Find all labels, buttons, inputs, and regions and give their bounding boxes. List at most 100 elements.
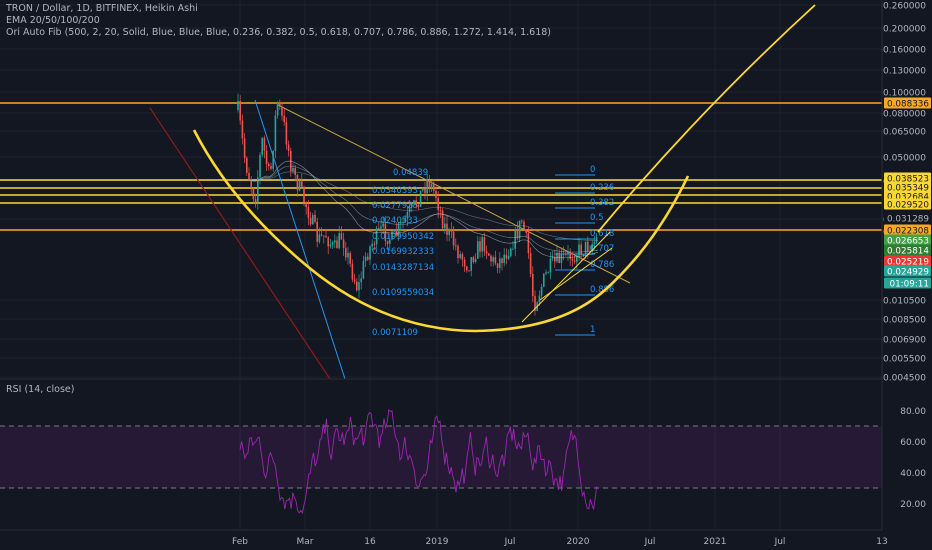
- fib-price-label: 0.0071109: [372, 328, 418, 338]
- candle-body: [477, 241, 479, 259]
- candle-body: [545, 272, 547, 274]
- price-axis[interactable]: 0.260000 0.200000 0.160000 0.130000 0.100000…: [883, 2, 931, 384]
- rsi-pane[interactable]: [0, 409, 882, 514]
- candle-body: [419, 190, 422, 207]
- symbol-legend[interactable]: TRON / Dollar, 1D, BITFINEX, Heikin Ashi: [6, 3, 198, 14]
- candle-body: [595, 237, 598, 242]
- candle-body: [404, 218, 406, 223]
- candle-body: [428, 180, 431, 189]
- candle-body: [516, 228, 519, 239]
- candle-body: [320, 234, 323, 236]
- fib-ratio-label: 0.707: [590, 244, 614, 254]
- rsi-axis[interactable]: 80.00 60.00 40.00 20.00: [900, 407, 926, 510]
- candle-body: [239, 101, 241, 121]
- time-tick-label: 16: [364, 537, 376, 547]
- rsi-line[interactable]: [239, 409, 598, 514]
- candle-body: [411, 203, 413, 208]
- candle-body: [353, 279, 356, 282]
- candle-body: [281, 106, 283, 116]
- price-label: 0.025219: [887, 257, 929, 267]
- price-label: 0.038523: [887, 174, 929, 184]
- candle-body: [331, 242, 334, 245]
- candle-body: [521, 220, 523, 222]
- candle-body: [450, 229, 453, 232]
- candle-body: [483, 237, 486, 252]
- time-tick-label: Feb: [232, 537, 248, 547]
- candle-body: [573, 260, 576, 262]
- price-label-bg: [884, 224, 931, 236]
- rsi-legend[interactable]: RSI (14, close): [6, 384, 75, 395]
- trendline-descending[interactable]: [277, 104, 631, 284]
- candle-body: [510, 248, 512, 257]
- candle-body: [393, 229, 395, 232]
- candle-body: [397, 223, 400, 236]
- price-label: 0.032684: [887, 192, 929, 202]
- candle-body: [435, 190, 437, 198]
- candle-body: [373, 243, 376, 245]
- candle-body: [389, 239, 391, 244]
- time-axis[interactable]: Feb Mar 16 2019 Jul 2020 Jul 2021 Jul 13: [232, 537, 888, 547]
- price-tick-label: 0.260000: [883, 2, 926, 12]
- candle-body: [369, 246, 371, 260]
- candle-body: [554, 257, 556, 262]
- candle-body: [518, 220, 521, 239]
- candle-body: [569, 252, 571, 259]
- candle-body: [329, 244, 332, 247]
- candle-body: [529, 253, 532, 275]
- price-pane[interactable]: 0.04839 0 0.0340393 0.236 0.0277928 0.382 0.02…: [0, 4, 882, 380]
- candle-body: [540, 286, 543, 296]
- price-label: 01:09:11: [889, 279, 929, 289]
- diagonal-red-line[interactable]: [149, 107, 331, 380]
- candle-body: [246, 157, 248, 173]
- candle-body: [257, 177, 259, 203]
- candle-body: [523, 221, 525, 230]
- candle-body: [501, 258, 503, 263]
- projection-curve[interactable]: [597, 4, 816, 233]
- candle-body: [309, 217, 312, 225]
- candle-body: [290, 150, 292, 172]
- price-label-bg: [884, 198, 931, 210]
- price-tick-label: 0.008500: [883, 316, 926, 326]
- price-label-bg: [884, 212, 931, 224]
- candle-body: [318, 234, 321, 242]
- price-tick-label: 0.100000: [883, 89, 926, 99]
- candle-body: [268, 164, 270, 167]
- ema-legend[interactable]: EMA 20/50/100/200: [6, 15, 100, 26]
- candle-body: [439, 210, 442, 212]
- candle-body: [312, 214, 314, 225]
- candle-body: [424, 188, 426, 194]
- time-tick-label: Jul: [644, 537, 656, 547]
- channel-lower-line[interactable]: [539, 247, 613, 301]
- candle-body: [571, 258, 574, 261]
- fib-ratio-label: 0: [590, 165, 595, 175]
- price-label: 0.029520: [887, 200, 929, 210]
- price-label: 0.035349: [887, 183, 929, 193]
- fib-price-label: 0.0143287134: [372, 263, 434, 273]
- candle-body: [488, 253, 490, 256]
- candle-body: [270, 166, 272, 169]
- candle-body: [367, 256, 369, 260]
- fib-price-label: 0.0199950342: [372, 232, 434, 242]
- ema-line: [249, 160, 599, 258]
- channel-upper-line[interactable]: [521, 231, 611, 323]
- candle-body: [371, 243, 373, 247]
- candle-body: [254, 199, 257, 203]
- fib-price-label: 0.0340393: [372, 186, 418, 196]
- candle-body: [479, 241, 481, 252]
- price-label: 0.022308: [887, 226, 929, 236]
- fib-indicator-legend[interactable]: Ori Auto Fib (500, 2, 20, Solid, Blue, B…: [6, 27, 551, 38]
- candle-body: [250, 179, 252, 189]
- candle-body: [512, 248, 514, 250]
- candle-body: [448, 229, 450, 235]
- candle-body: [560, 253, 563, 263]
- cup-curve[interactable]: [192, 129, 690, 333]
- rsi-tick-label: 80.00: [900, 407, 926, 417]
- candle-body: [408, 207, 411, 213]
- candle-body: [461, 254, 464, 260]
- candle-body: [360, 278, 362, 283]
- candle-body: [578, 244, 580, 256]
- candle-body: [496, 263, 499, 268]
- candle-body: [243, 138, 246, 158]
- diagonal-blue-line[interactable]: [254, 99, 346, 380]
